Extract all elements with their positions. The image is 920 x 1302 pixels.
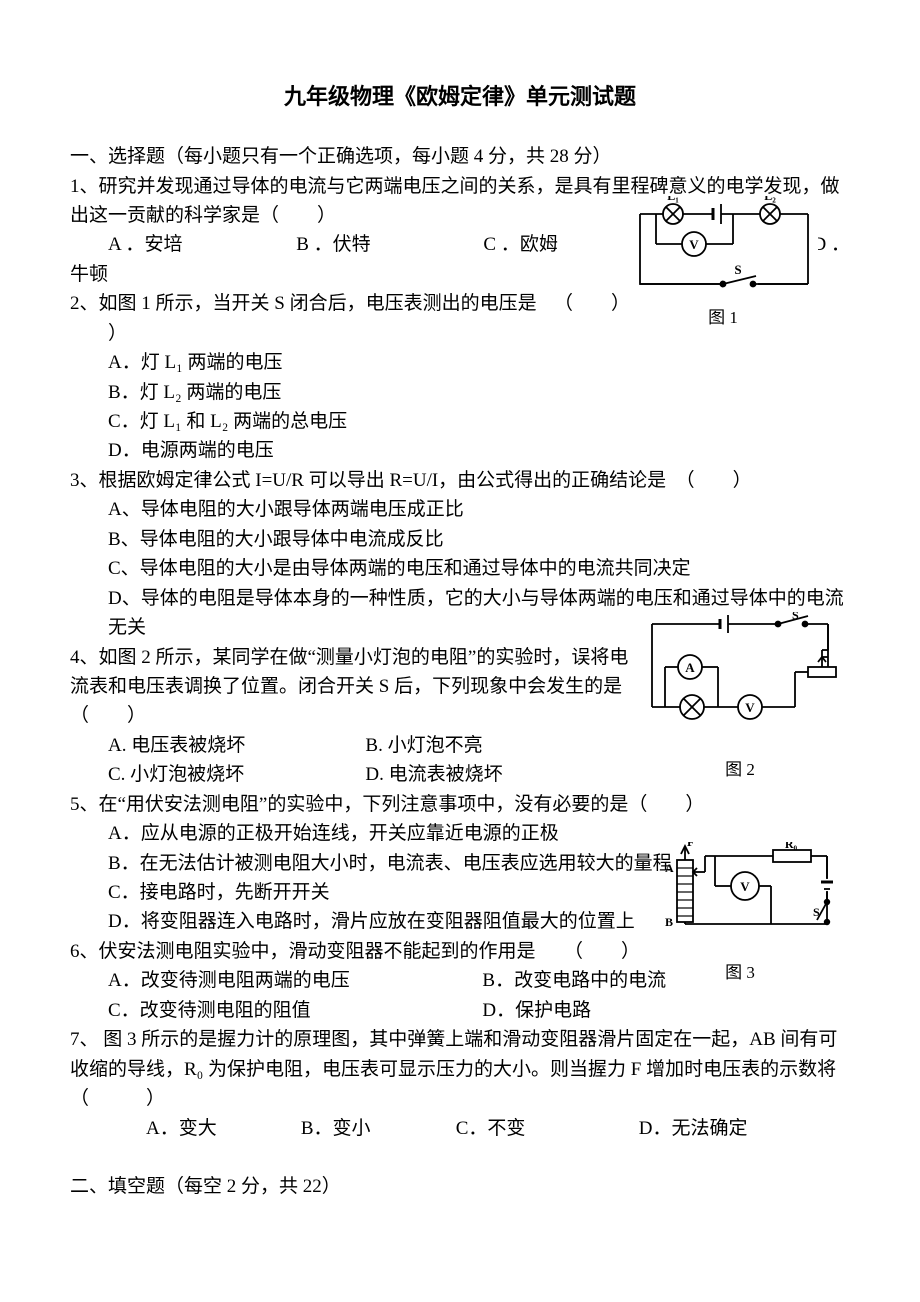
circuit-1-svg: V L₁ L₂ S <box>628 196 818 301</box>
svg-text:L₁: L₁ <box>667 196 679 203</box>
svg-text:S: S <box>734 262 741 277</box>
figure-2-caption: 图 2 <box>725 757 755 783</box>
section-1-heading: 一、选择题（每小题只有一个正确选项，每小题 4 分，共 28 分） <box>70 142 850 171</box>
q7-opts: A．变大 B．变小 C．不变 D．无法确定 <box>70 1114 850 1143</box>
figure-2: A V S 图 2 <box>640 612 840 783</box>
svg-text:R₀: R₀ <box>785 842 798 851</box>
content: V L₁ L₂ S 图 1 <box>70 142 850 1202</box>
q3-optC: C、导体电阻的大小是由导体两端的电压和通过导体中的电流共同决定 <box>70 554 850 583</box>
svg-text:F: F <box>687 842 694 849</box>
section-2-heading: 二、填空题（每空 2 分，共 22） <box>70 1172 850 1201</box>
svg-text:A: A <box>665 861 674 875</box>
svg-text:B: B <box>665 915 673 929</box>
svg-text:S: S <box>792 612 799 622</box>
figure-3-caption: 图 3 <box>725 960 755 986</box>
q3-optB: B、导体电阻的大小跟导体中电流成反比 <box>70 525 850 554</box>
svg-text:V: V <box>740 879 750 894</box>
blank-line <box>70 1143 850 1172</box>
svg-text:S: S <box>813 905 820 919</box>
figure-3: F A B V R₀ S 图 3 <box>645 842 835 986</box>
svg-text:A: A <box>685 660 695 675</box>
q2-optA: A．灯 L₁ 两端的电压 <box>70 348 850 377</box>
circuit-3-svg: F A B V R₀ S <box>645 842 835 942</box>
figure-1: V L₁ L₂ S 图 1 <box>628 196 818 331</box>
voltmeter-label: V <box>689 237 699 252</box>
q2-optC: C．灯 L₁ 和 L₂ 两端的总电压 <box>70 407 850 436</box>
q2-optB: B．灯 L₂ 两端的电压 <box>70 378 850 407</box>
q2-optD: D．电源两端的电压 <box>70 436 850 465</box>
svg-text:V: V <box>745 700 755 715</box>
q3-stem: 3、根据欧姆定律公式 I=U/R 可以导出 R=U/I，由公式得出的正确结论是 … <box>70 466 850 495</box>
circuit-2-svg: A V S <box>640 612 840 727</box>
q6-opts-2: C．改变待测电阻的阻值 D．保护电路 <box>70 996 850 1025</box>
page-title: 九年级物理《欧姆定律》单元测试题 <box>70 80 850 114</box>
svg-text:L₂: L₂ <box>764 196 776 203</box>
figure-1-caption: 图 1 <box>708 305 738 331</box>
q3-optA: A、导体电阻的大小跟导体两端电压成正比 <box>70 495 850 524</box>
q5-stem: 5、在“用伏安法测电阻”的实验中，下列注意事项中，没有必要的是（ ） <box>70 790 850 819</box>
q7-stem: 7、 图 3 所示的是握力计的原理图，其中弹簧上端和滑动变阻器滑片固定在一起，A… <box>70 1025 850 1113</box>
